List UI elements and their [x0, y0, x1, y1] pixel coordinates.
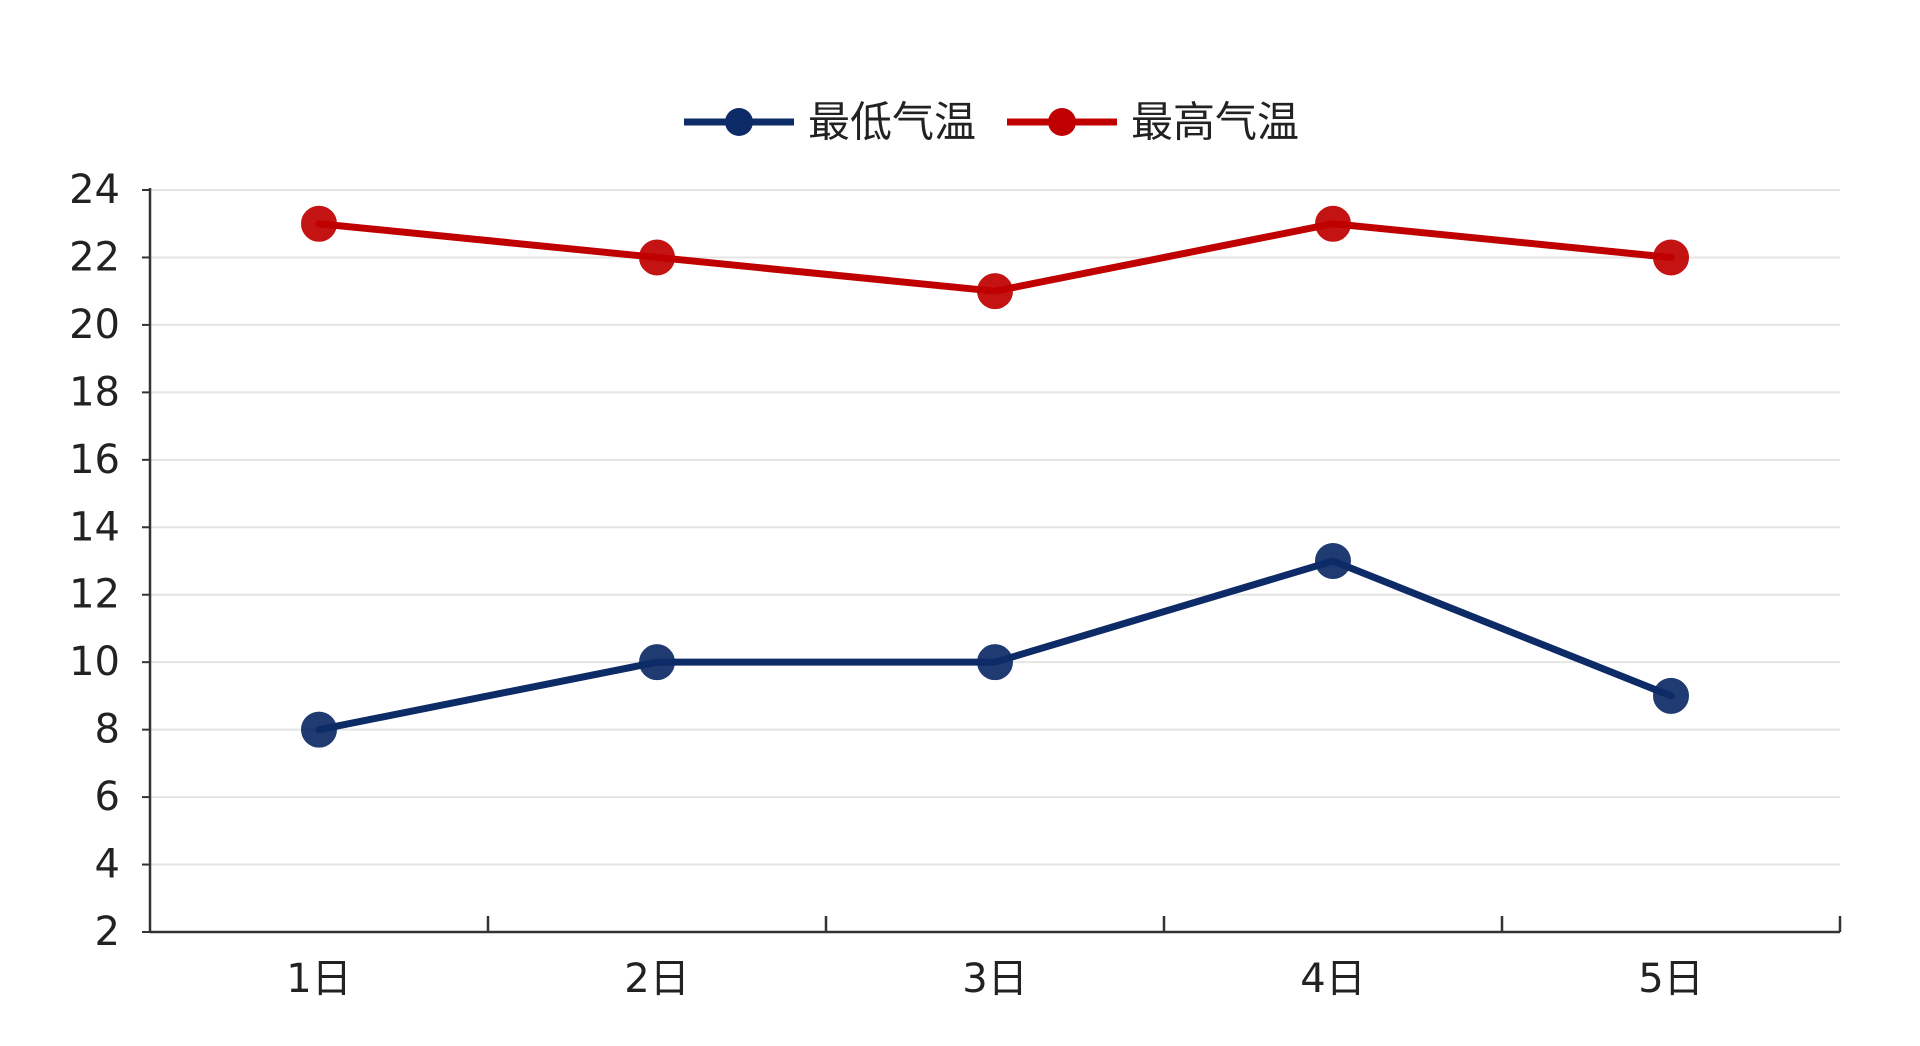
x-tick-label: 4日	[1300, 956, 1365, 1002]
y-tick-label: 24	[69, 167, 120, 213]
y-tick-label: 6	[95, 774, 120, 820]
data-point	[301, 711, 337, 748]
legend-label: 最高气温	[1131, 98, 1299, 147]
axes	[148, 188, 1840, 934]
data-point	[639, 644, 675, 681]
legend-marker	[725, 108, 753, 136]
legend-marker	[1048, 108, 1076, 136]
series-0	[301, 543, 1689, 748]
y-tick-label: 2	[95, 909, 120, 955]
y-tick-label: 10	[69, 639, 120, 685]
x-tick-label: 1日	[286, 956, 351, 1002]
legend: 最低气温 最高气温	[684, 98, 1299, 147]
y-tick-label: 20	[69, 302, 120, 348]
y-tick-label: 12	[69, 572, 120, 618]
y-tick-label: 4	[95, 842, 120, 888]
y-tick-label: 22	[69, 234, 120, 280]
series-1	[301, 205, 1689, 310]
data-point	[977, 273, 1013, 310]
data-point	[977, 644, 1013, 681]
x-tick-label: 3日	[962, 956, 1027, 1002]
data-point	[301, 205, 337, 242]
y-tick-label: 14	[69, 504, 120, 550]
y-tick-label: 16	[69, 437, 120, 483]
data-point	[1653, 677, 1689, 714]
x-axis-ticks: 1日 2日 3日 4日 5日	[286, 916, 1842, 1002]
data-point	[1653, 239, 1689, 276]
y-tick-label: 18	[69, 369, 120, 415]
legend-label: 最低气温	[808, 98, 976, 147]
legend-item: 最低气温	[684, 98, 976, 147]
grid-lines	[150, 189, 1840, 866]
data-point	[1315, 543, 1351, 579]
x-tick-label: 2日	[624, 956, 689, 1002]
series	[301, 205, 1689, 748]
data-point	[639, 239, 675, 276]
y-tick-label: 8	[95, 707, 120, 753]
data-point	[1315, 205, 1351, 242]
x-tick-label: 5日	[1638, 956, 1703, 1002]
legend-item: 最高气温	[1007, 98, 1299, 147]
